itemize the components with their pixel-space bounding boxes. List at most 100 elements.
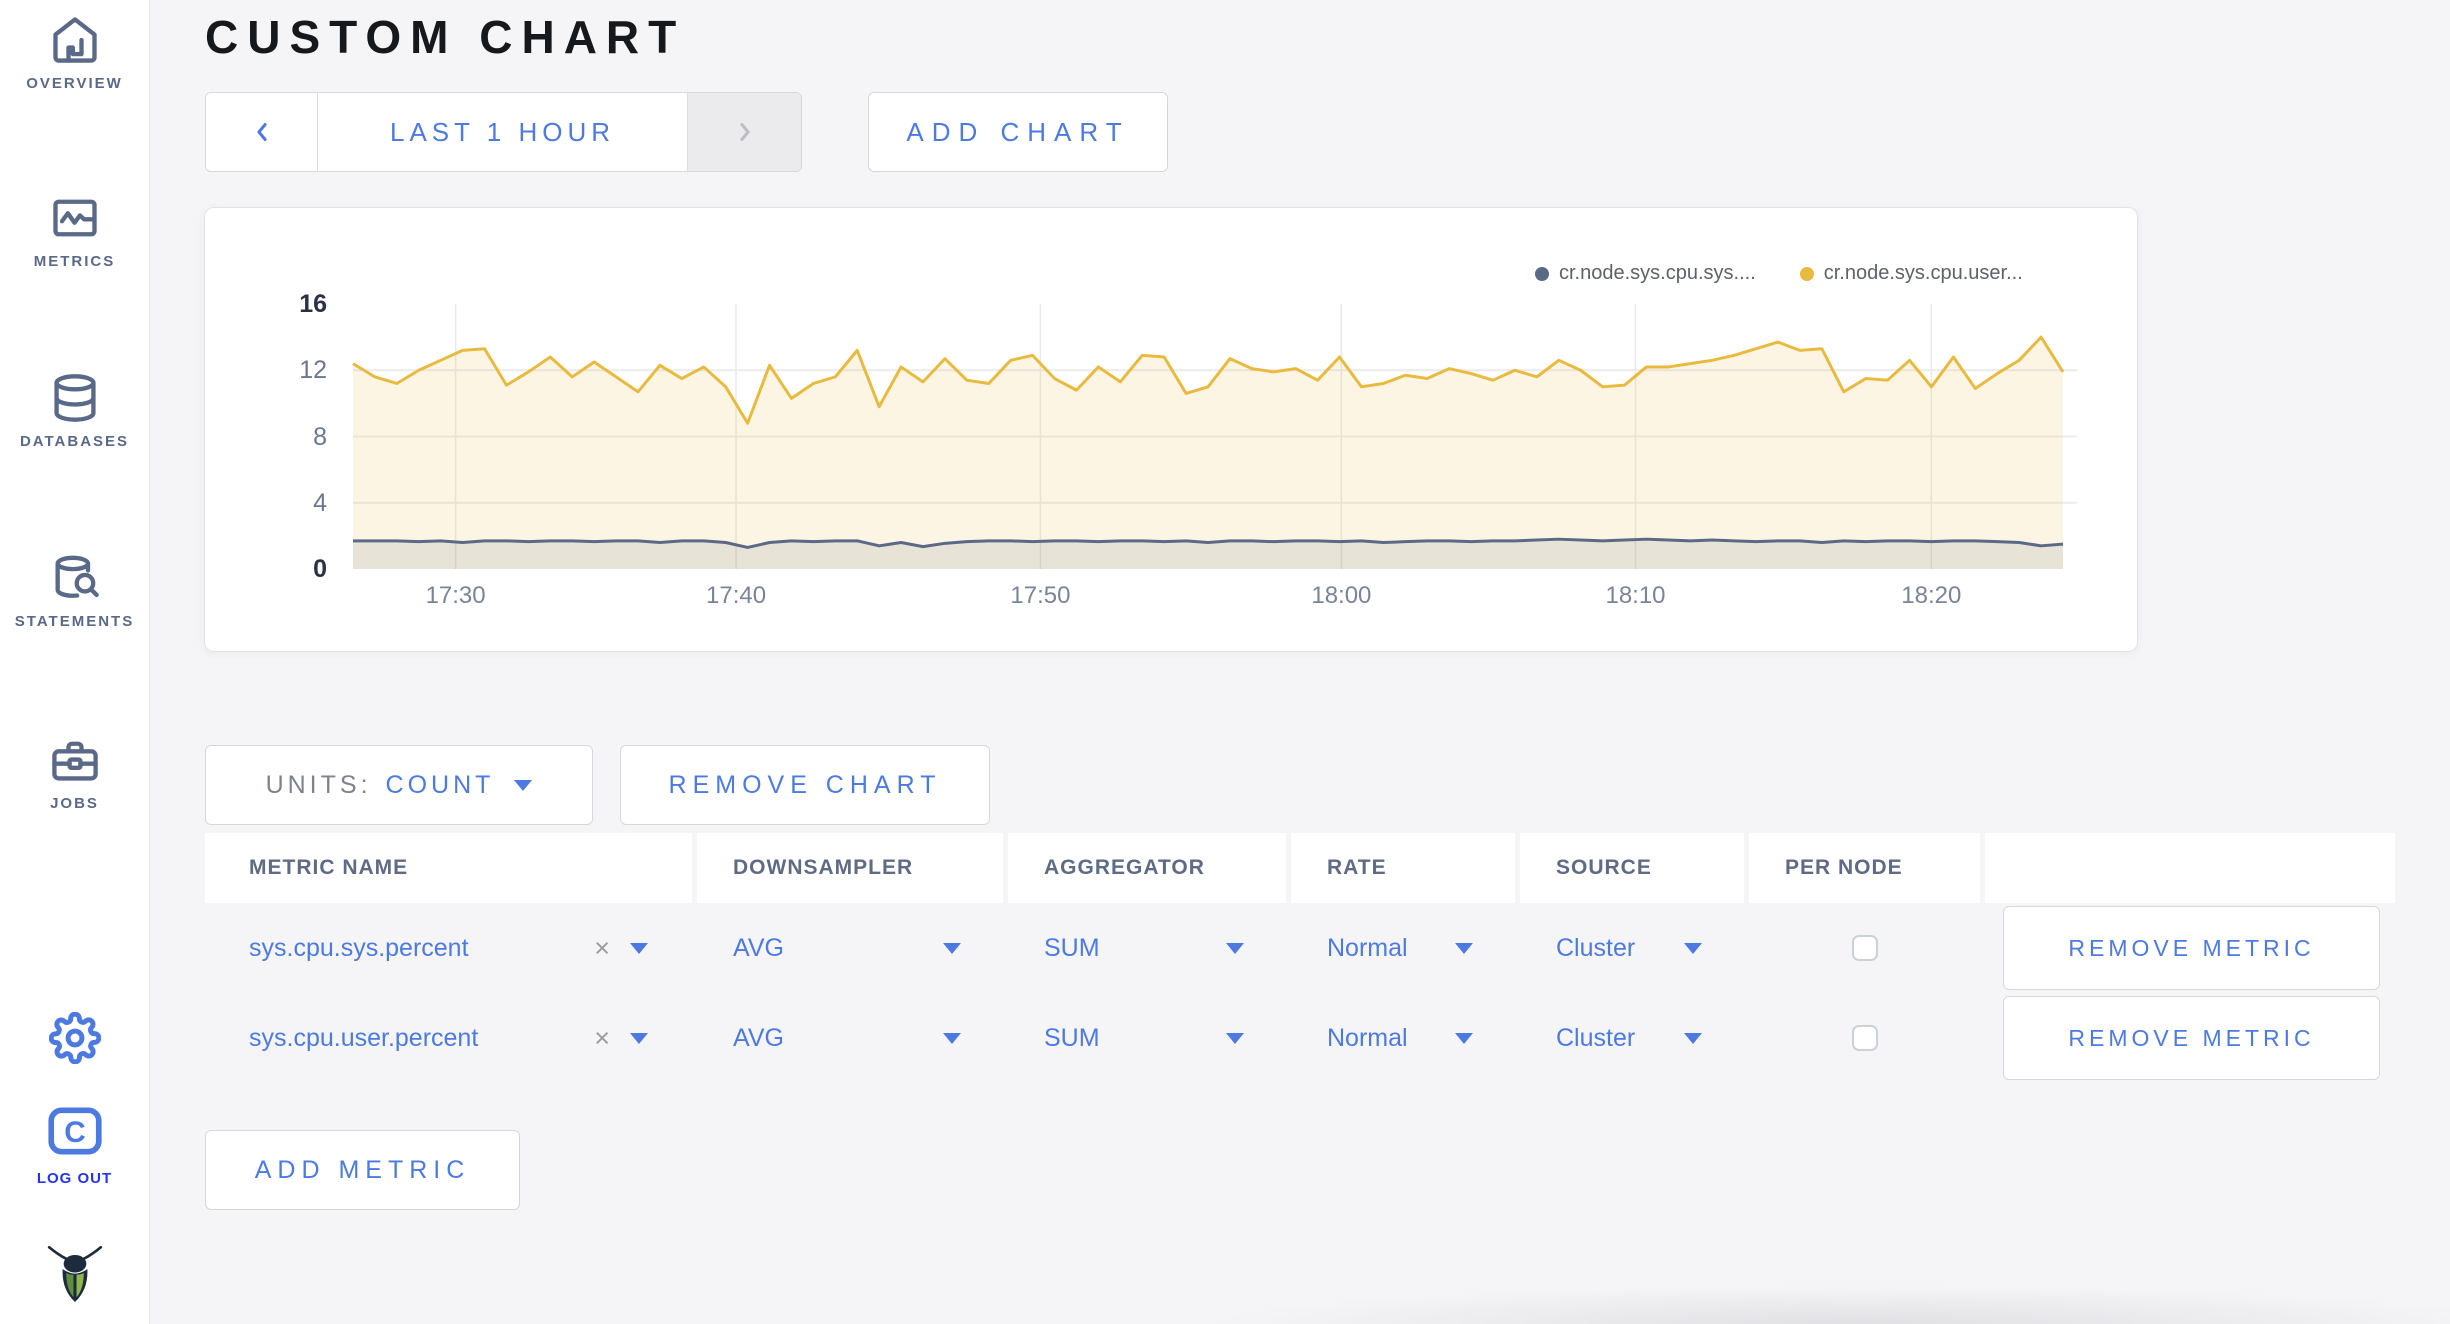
source-dropdown[interactable]: Cluster	[1520, 993, 1744, 1083]
aggregator-dropdown[interactable]: SUM	[1008, 993, 1286, 1083]
sidebar: OVERVIEW METRICS DATABASES STATEMENTS	[0, 0, 150, 1324]
sidebar-item-statements[interactable]: STATEMENTS	[0, 552, 149, 630]
svg-text:C: C	[64, 1116, 85, 1149]
chevron-down-icon	[1455, 1032, 1473, 1044]
chevron-down-icon	[514, 779, 533, 791]
chevron-down-icon	[630, 942, 648, 954]
sidebar-item-label: STATEMENTS	[14, 613, 135, 630]
chevron-down-icon	[630, 1032, 648, 1044]
per-node-checkbox[interactable]	[1851, 1025, 1878, 1051]
statements-icon	[55, 555, 99, 598]
source-dropdown[interactable]: Cluster	[1520, 903, 1744, 993]
timeseries-chart	[352, 304, 2077, 569]
logout-button[interactable]: C LOG OUT	[0, 1100, 149, 1187]
jobs-icon	[51, 741, 98, 781]
time-prev-button[interactable]	[206, 93, 318, 171]
units-value: COUNT	[385, 770, 495, 799]
home-icon	[52, 17, 97, 63]
databases-icon	[53, 374, 96, 422]
column-header-rate: RATE	[1291, 833, 1515, 903]
rate-dropdown[interactable]: Normal	[1291, 903, 1515, 993]
units-label: UNITS:	[265, 770, 372, 799]
legend-label: cr.node.sys.cpu.sys....	[1559, 262, 1756, 284]
remove-chart-button[interactable]: REMOVE CHART	[620, 745, 990, 825]
y-tick-label: 4	[313, 488, 327, 517]
time-next-button[interactable]	[687, 93, 801, 171]
aggregator-value: SUM	[1044, 1023, 1100, 1052]
per-node-checkbox[interactable]	[1851, 935, 1878, 961]
y-tick-label: 12	[299, 356, 327, 385]
remove-metric-button[interactable]: REMOVE METRIC	[2003, 906, 2380, 990]
legend-dot-icon	[1535, 266, 1549, 281]
cockroachdb-logo	[0, 1238, 149, 1304]
legend-item-user: cr.node.sys.cpu.user...	[1799, 262, 2023, 285]
sidebar-item-jobs[interactable]: JOBS	[0, 734, 149, 812]
cockroach-bug-icon	[47, 1245, 102, 1302]
x-tick-label: 18:10	[1605, 582, 1666, 609]
legend-dot-icon	[1799, 266, 1814, 281]
per-node-cell	[1749, 903, 1980, 993]
metric-name-dropdown[interactable]: sys.cpu.user.percent ×	[205, 993, 692, 1083]
sidebar-item-label: DATABASES	[19, 433, 130, 450]
y-tick-label: 0	[313, 555, 327, 583]
time-range-button[interactable]: LAST 1 HOUR	[318, 93, 687, 171]
sidebar-item-metrics[interactable]: METRICS	[0, 192, 149, 270]
chevron-down-icon	[943, 942, 961, 954]
sidebar-item-label: METRICS	[33, 253, 116, 270]
sidebar-item-label: OVERVIEW	[26, 75, 123, 92]
table-header-row: METRIC NAME DOWNSAMPLER AGGREGATOR RATE …	[205, 833, 2397, 903]
rate-value: Normal	[1327, 1023, 1408, 1052]
aggregator-value: SUM	[1044, 933, 1100, 962]
legend-item-sys: cr.node.sys.cpu.sys....	[1535, 262, 1756, 285]
chevron-down-icon	[1226, 942, 1244, 954]
x-tick-label: 17:50	[1010, 582, 1071, 609]
column-header-actions	[1985, 833, 2395, 903]
metric-name-value: sys.cpu.user.percent	[249, 1023, 479, 1052]
column-header-metric-name: METRIC NAME	[205, 833, 692, 903]
clear-metric-icon[interactable]: ×	[594, 1022, 610, 1053]
remove-metric-button[interactable]: REMOVE METRIC	[2003, 996, 2380, 1080]
x-axis: 17:30 17:40 17:50 18:00 18:10 18:20	[205, 582, 2137, 622]
source-value: Cluster	[1556, 1023, 1636, 1052]
table-row: sys.cpu.sys.percent × AVG SUM Normal Clu…	[205, 903, 2397, 993]
logout-label: LOG OUT	[36, 1170, 113, 1187]
sidebar-item-databases[interactable]: DATABASES	[0, 372, 149, 450]
y-axis: 0 4 8 12 16	[205, 208, 335, 651]
cockroach-c-icon: C	[47, 1107, 102, 1155]
downsampler-value: AVG	[733, 1023, 784, 1052]
sidebar-item-overview[interactable]: OVERVIEW	[0, 14, 149, 92]
x-tick-label: 17:40	[706, 582, 767, 609]
downsampler-dropdown[interactable]: AVG	[697, 993, 1003, 1083]
per-node-cell	[1749, 993, 1980, 1083]
column-header-downsampler: DOWNSAMPLER	[697, 833, 1003, 903]
gear-icon	[48, 1012, 101, 1064]
metrics-table: METRIC NAME DOWNSAMPLER AGGREGATOR RATE …	[205, 833, 2397, 1083]
aggregator-dropdown[interactable]: SUM	[1008, 903, 1286, 993]
source-value: Cluster	[1556, 933, 1636, 962]
settings-button[interactable]	[0, 1012, 149, 1064]
chevron-left-icon	[256, 123, 267, 141]
downsampler-value: AVG	[733, 933, 784, 962]
downsampler-dropdown[interactable]: AVG	[697, 903, 1003, 993]
units-dropdown[interactable]: UNITS: COUNT	[205, 745, 593, 825]
main-content: CUSTOM CHART LAST 1 HOUR ADD CHART 0 4 8…	[150, 0, 2450, 1324]
table-row: sys.cpu.user.percent × AVG SUM Normal Cl…	[205, 993, 2397, 1083]
y-tick-label: 16	[299, 290, 327, 318]
column-header-per-node: PER NODE	[1749, 833, 1980, 903]
chart-card: 0 4 8 12 16 17:30 17:40 17:50 18:00 18:1…	[204, 207, 2138, 652]
metrics-icon	[52, 199, 97, 237]
column-header-source: SOURCE	[1520, 833, 1744, 903]
metric-name-dropdown[interactable]: sys.cpu.sys.percent ×	[205, 903, 692, 993]
x-tick-label: 17:30	[425, 582, 486, 609]
chevron-down-icon	[1455, 942, 1473, 954]
chevron-down-icon	[1684, 942, 1702, 954]
x-tick-label: 18:20	[1901, 582, 1962, 609]
rate-dropdown[interactable]: Normal	[1291, 993, 1515, 1083]
chart-legend: cr.node.sys.cpu.sys.... cr.node.sys.cpu.…	[1535, 262, 2023, 285]
clear-metric-icon[interactable]: ×	[594, 932, 610, 963]
add-metric-button[interactable]: ADD METRIC	[205, 1130, 520, 1210]
time-range-selector: LAST 1 HOUR	[205, 92, 802, 172]
chevron-right-icon	[739, 123, 750, 141]
add-chart-button[interactable]: ADD CHART	[868, 92, 1168, 172]
x-tick-label: 18:00	[1311, 582, 1372, 609]
